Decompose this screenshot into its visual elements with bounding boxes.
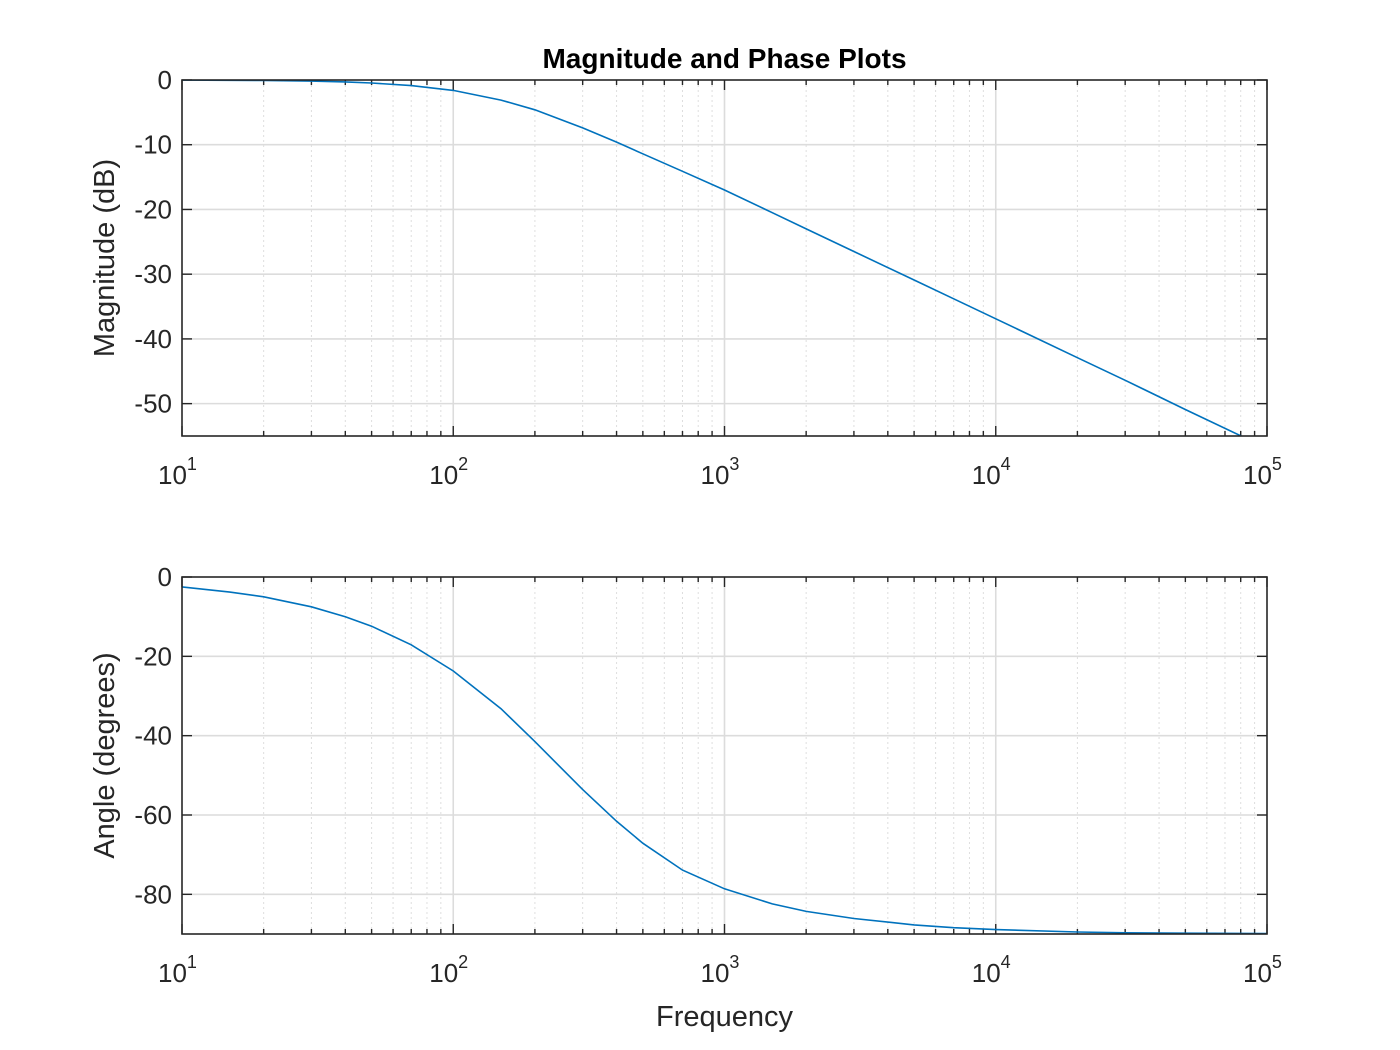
x-tick-label: 104 [972,952,1011,988]
axes-frame [181,79,1268,437]
axes-frame [181,576,1268,935]
y-tick-label: -40 [134,721,172,751]
y-tick-label: -80 [134,879,172,909]
x-tick-label: 104 [972,454,1011,490]
series-line [182,586,1267,934]
x-tick-label: 102 [429,952,468,988]
y-tick-label: -10 [134,130,172,160]
y-tick-label: -60 [134,800,172,830]
series-line [182,80,1243,436]
y-tick-label: -20 [134,194,172,224]
chart-title: Magnitude and Phase Plots [542,43,906,74]
x-tick-label: 102 [429,454,468,490]
x-tick-label: 105 [1243,952,1282,988]
x-tick-label: 105 [1243,454,1282,490]
y-tick-label: -50 [134,389,172,419]
magnitude-plot: 101 102 103 104 105 0 -10 -20 -30 -40 -50 Magnitude… [89,43,1282,490]
x-tick-label: 103 [701,952,740,988]
y-tick-label: 0 [158,562,172,592]
y-tick-label: -20 [134,641,172,671]
y-axis-label: Magnitude (dB) [89,159,121,357]
y-tick-label: -40 [134,324,172,354]
x-tick-label: 101 [158,454,197,490]
x-tick-label: 101 [158,952,197,988]
y-axis-label: Angle (degrees) [89,652,121,858]
y-tick-label: 0 [158,65,172,95]
phase-plot: 101 102 103 104 105 0 -20 -40 -60 -80 Angle (degre… [89,562,1282,1033]
x-tick-label: 103 [701,454,740,490]
x-axis-label: Frequency [656,1001,794,1033]
y-tick-label: -30 [134,259,172,289]
